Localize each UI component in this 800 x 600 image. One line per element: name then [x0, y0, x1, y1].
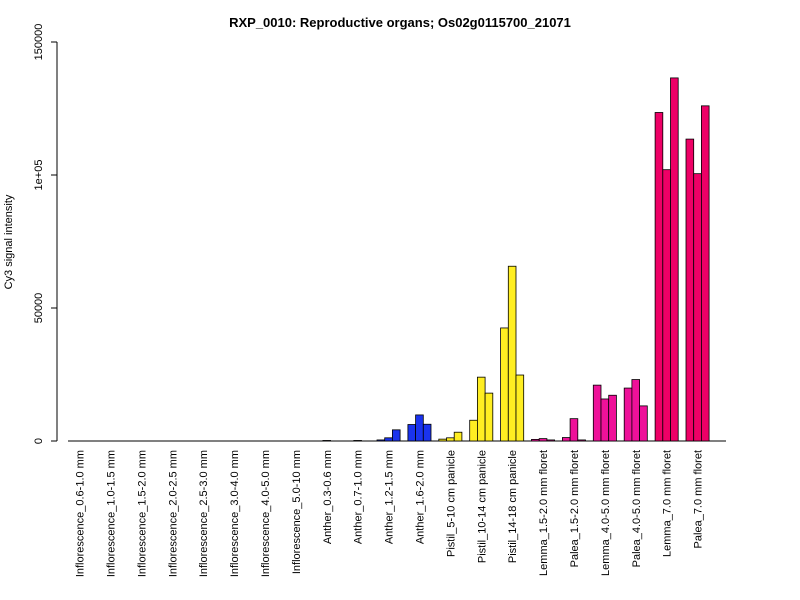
bar [600, 398, 610, 442]
x-tick-label: Pistil_14-18 cm panicle [507, 450, 519, 563]
x-tick-label: Anther_0.7-1.0 mm [353, 450, 365, 544]
bar [391, 429, 401, 442]
bar [507, 265, 517, 442]
bar [484, 392, 494, 442]
x-tick-label: Lemma_1.5-2.0 mm floret [538, 450, 550, 576]
bar [515, 374, 525, 442]
bar [376, 439, 386, 442]
bar [422, 423, 432, 442]
y-tick-label: 150000 [33, 24, 45, 61]
bar [670, 77, 679, 442]
x-tick-label: Inflorescence_4.0-5.0 mm [260, 450, 272, 577]
x-tick-label: Inflorescence_0.6-1.0 mm [75, 450, 87, 577]
bar [538, 438, 548, 442]
x-tick-label: Palea_7.0 mm floret [693, 450, 705, 548]
x-tick-labels: Inflorescence_0.6-1.0 mm Inflorescence_1.… [75, 450, 705, 577]
bar [476, 376, 486, 442]
x-tick-label: Lemma_7.0 mm floret [662, 450, 674, 557]
y-tick-label: 50000 [33, 293, 45, 324]
bar [662, 169, 671, 442]
bar [546, 439, 556, 442]
bar [384, 437, 393, 442]
x-tick-label: Pistil_5-10 cm panicle [445, 450, 457, 557]
bar [446, 437, 455, 442]
bar [639, 405, 648, 442]
y-tick-label: 0 [33, 438, 45, 444]
bar [631, 379, 641, 442]
bar [469, 419, 478, 442]
bar [608, 394, 617, 442]
bar [685, 138, 695, 442]
chart-title: RXP_0010: Reproductive organs; Os02g0115… [229, 15, 571, 30]
x-tick-label: Lemma_4.0-5.0 mm floret [600, 450, 612, 576]
bar [654, 112, 664, 442]
bar [562, 437, 571, 442]
x-tick-label: Inflorescence_5.0-10 mm [291, 450, 303, 574]
bar [322, 440, 331, 442]
x-tick-label: Anther_1.2-1.5 mm [384, 450, 396, 544]
bar [577, 439, 586, 442]
bar [531, 438, 540, 442]
bar [453, 431, 463, 442]
bars [322, 77, 710, 442]
x-tick-label: Inflorescence_1.0-1.5 mm [105, 450, 117, 577]
x-tick-label: Inflorescence_3.0-4.0 mm [229, 450, 241, 577]
bar [623, 387, 633, 442]
x-tick-label: Pistil_10-14 cm panicle [476, 450, 488, 563]
bar [407, 424, 416, 442]
bar [500, 327, 509, 442]
x-tick-label: Inflorescence_1.5-2.0 mm [136, 450, 148, 577]
x-tick-label: Anther_1.6-2.0 mm [414, 450, 426, 544]
x-tick-label: Inflorescence_2.0-2.5 mm [167, 450, 179, 577]
y-axis: 0 50000 1e+05 150000 [33, 24, 58, 444]
bar [592, 384, 602, 442]
bar [438, 438, 447, 442]
bar [701, 105, 710, 442]
x-tick-label: Inflorescence_2.5-3.0 mm [198, 450, 210, 577]
bar [569, 418, 579, 442]
x-tick-label: Palea_4.0-5.0 mm floret [631, 450, 643, 567]
bar [693, 173, 702, 442]
bar [415, 414, 424, 442]
bar [353, 440, 362, 442]
y-axis-label: Cy3 signal intensity [3, 194, 15, 289]
x-tick-label: Palea_1.5-2.0 mm floret [569, 450, 581, 567]
x-tick-label: Anther_0.3-0.6 mm [322, 450, 334, 544]
y-tick-label: 1e+05 [33, 160, 45, 191]
